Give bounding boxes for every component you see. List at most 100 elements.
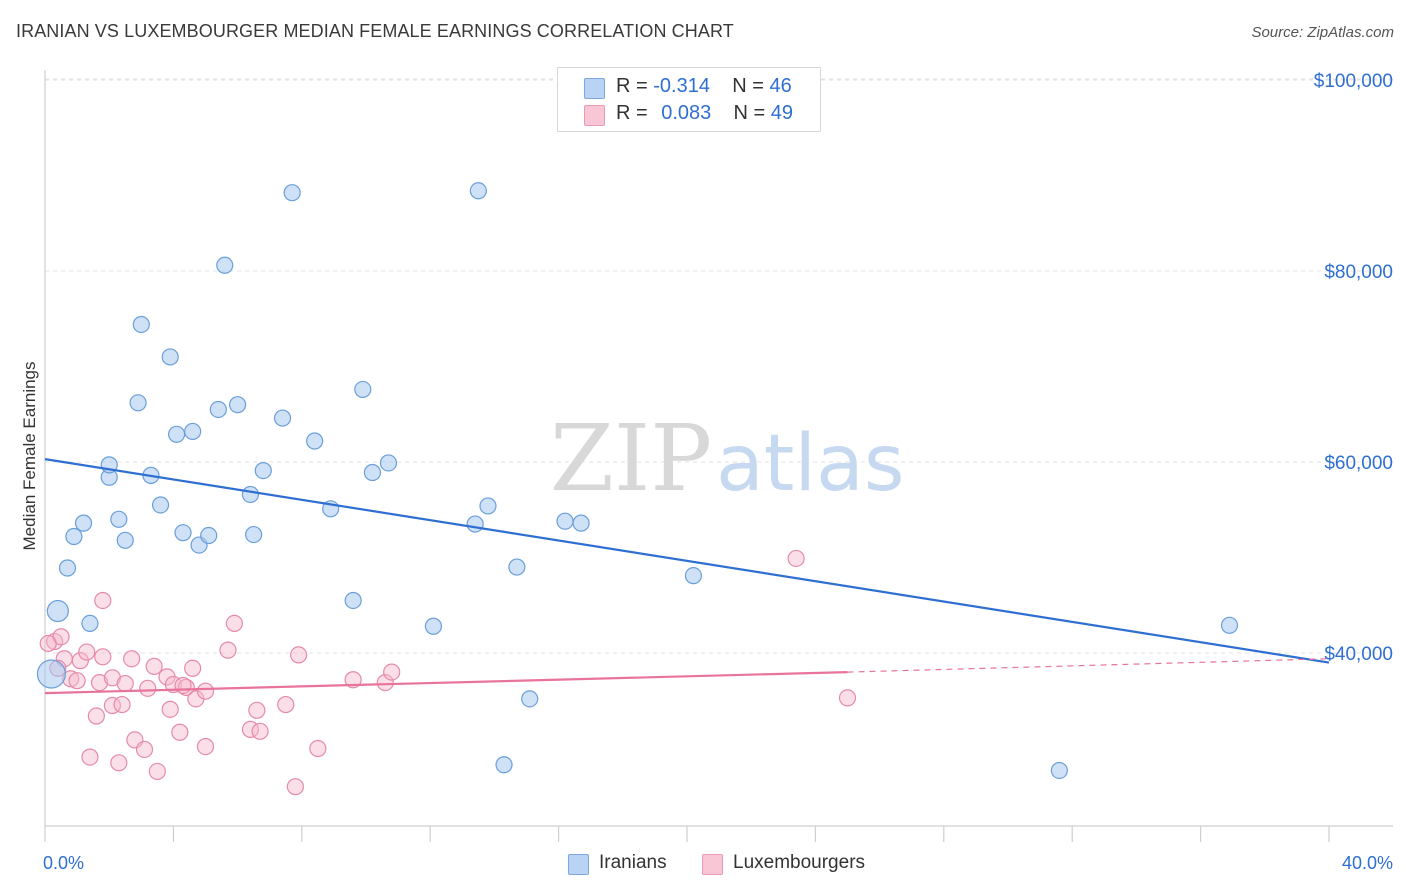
iranian-point (116, 531, 134, 549)
iranian-point (1050, 761, 1068, 780)
legend-swatch-iranians (584, 78, 605, 99)
iranian-point (74, 514, 93, 532)
x-tick-label-min: 0.0% (43, 853, 84, 873)
iranian-point (521, 690, 539, 708)
correlation-legend: R = -0.314 N = 46 R = 0.083 N = 49 (557, 67, 821, 132)
luxembourger-point (289, 646, 308, 664)
luxembourger-point (94, 591, 112, 610)
luxembourger-point (161, 700, 179, 718)
iranian-point (283, 184, 301, 202)
luxembourger-point (78, 643, 96, 661)
luxembourger-point (196, 737, 215, 756)
iranian-point (151, 496, 170, 514)
iranian-point (81, 614, 99, 632)
luxembourger-point (171, 723, 189, 741)
iranian-point (254, 461, 272, 480)
iranian-point (245, 525, 263, 544)
iranian-point (469, 182, 487, 200)
luxembourger-point (145, 657, 163, 675)
luxembourgers-trend-line (44, 671, 848, 695)
luxembourger-point (248, 701, 266, 719)
luxembourger-point (376, 674, 394, 692)
iranian-point (495, 756, 513, 774)
iranian-point (424, 617, 443, 635)
iranian-point (479, 497, 497, 515)
y-tick-labels: $40,000 $60,000 $80,000 $100,000 (1314, 71, 1393, 665)
luxembourger-point (174, 676, 192, 695)
luxembourger-point (148, 762, 166, 781)
luxembourger-point (68, 672, 86, 690)
luxembourger-point (94, 648, 112, 666)
luxembourger-point (196, 682, 215, 700)
luxembourgers-trend-extension (847, 658, 1330, 673)
iranian-point (46, 599, 69, 623)
iranian-point (216, 256, 234, 274)
iranian-point (241, 485, 260, 504)
iranian-point (129, 394, 147, 412)
legend-r-label: R = (616, 75, 648, 97)
axes (44, 70, 1393, 842)
luxembourger-point (277, 695, 295, 714)
legend-swatch-luxembourgers (584, 105, 605, 126)
iranian-point (556, 512, 574, 530)
iranian-point (572, 514, 590, 532)
iranian-point (363, 463, 382, 482)
y-tick-label: $60,000 (1324, 453, 1393, 474)
luxembourgers-points (39, 549, 857, 796)
iranian-point (161, 348, 179, 366)
iranian-point (466, 515, 484, 533)
luxembourger-point (787, 549, 805, 568)
iranian-point (36, 659, 67, 689)
watermark-atlas: atlas (716, 419, 905, 509)
iranian-point (344, 591, 362, 610)
luxembourger-point (838, 689, 857, 707)
iranian-point (132, 315, 150, 334)
legend-n-value: 49 (770, 102, 794, 124)
iranian-point (58, 559, 77, 577)
luxembourger-point (39, 634, 57, 653)
luxembourger-point (139, 679, 157, 697)
iranian-point (200, 526, 218, 545)
iranians-points (36, 182, 1239, 780)
y-tick-label: $80,000 (1324, 262, 1393, 283)
iranian-point (229, 396, 247, 414)
source-label: Source: ZipAtlas.com (1251, 24, 1394, 41)
bottom-legend-swatch-luxembourgers (702, 854, 723, 875)
bottom-legend-swatch-iranians (568, 854, 589, 875)
iranian-point (174, 524, 192, 542)
luxembourger-point (71, 652, 89, 670)
iranian-point (306, 432, 324, 450)
iranian-point (508, 558, 526, 576)
trend-lines (44, 458, 1330, 695)
y-tick-label: $40,000 (1324, 644, 1393, 665)
luxembourger-point (110, 754, 128, 772)
iranian-point (273, 409, 292, 427)
luxembourger-point (123, 650, 141, 668)
iranian-point (168, 425, 186, 443)
luxembourger-point (344, 671, 362, 689)
y-tick-label: $100,000 (1314, 71, 1393, 92)
iranian-point (184, 422, 202, 441)
luxembourger-point (113, 695, 131, 714)
luxembourger-point (383, 663, 401, 681)
luxembourger-point (87, 707, 105, 725)
luxembourger-point (251, 722, 269, 740)
legend-n-label: N = (733, 102, 766, 124)
legend-n-label: N = (732, 75, 764, 97)
iranian-point (684, 567, 703, 585)
luxembourger-point (116, 674, 134, 693)
iranian-point (1220, 616, 1239, 634)
luxembourger-point (184, 659, 202, 677)
luxembourger-point (219, 641, 237, 659)
luxembourger-point (286, 778, 304, 796)
x-tick-label-max: 40.0% (1342, 853, 1393, 873)
luxembourger-point (135, 740, 154, 759)
watermark-zip: ZIP (550, 405, 712, 512)
y-axis-title: Median Female Earnings (20, 362, 39, 551)
chart-title: IRANIAN VS LUXEMBOURGER MEDIAN FEMALE EA… (16, 21, 734, 41)
legend-r-value: -0.314 (653, 75, 710, 97)
iranians-trend-line (44, 458, 1330, 664)
legend-r-label: R = (616, 102, 648, 124)
luxembourger-point (81, 748, 99, 766)
